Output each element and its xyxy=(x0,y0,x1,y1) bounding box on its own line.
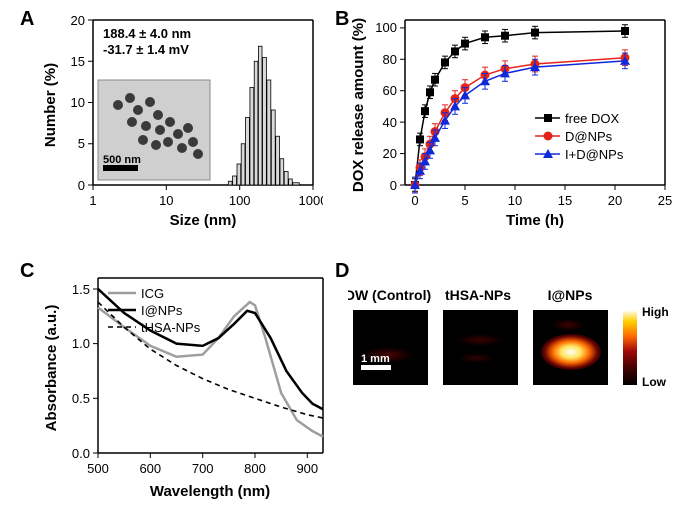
svg-text:I@NPs: I@NPs xyxy=(141,303,183,318)
svg-text:free DOX: free DOX xyxy=(565,111,620,126)
svg-text:D@NPs: D@NPs xyxy=(565,129,613,144)
svg-text:25: 25 xyxy=(658,193,672,208)
svg-text:ICG: ICG xyxy=(141,286,164,301)
svg-text:1000: 1000 xyxy=(299,193,323,208)
panel-d-title-2: tHSA-NPs xyxy=(445,287,511,303)
panel-c-ylabel: Absorbance (a.u.) xyxy=(43,305,60,432)
svg-text:10: 10 xyxy=(159,193,173,208)
svg-text:0.5: 0.5 xyxy=(72,391,90,406)
panel-a-annot2: -31.7 ± 1.4 mV xyxy=(103,42,189,57)
panel-b-series xyxy=(410,25,630,193)
panel-d-figure: DW (Control) tHSA-NPs I@NPs 1 mm High Lo… xyxy=(348,280,678,480)
panel-b-ylabel: DOX release amount (%) xyxy=(350,18,367,192)
svg-text:1.0: 1.0 xyxy=(72,336,90,351)
svg-text:0: 0 xyxy=(390,178,397,193)
svg-text:60: 60 xyxy=(383,83,397,98)
panel-a-scalebar-label: 500 nm xyxy=(103,154,141,166)
panel-d-title-3: I@NPs xyxy=(548,287,593,303)
svg-text:40: 40 xyxy=(383,115,397,130)
svg-text:10: 10 xyxy=(508,193,522,208)
panel-b-legend: free DOX D@NPs I+D@NPs xyxy=(535,111,624,162)
svg-text:20: 20 xyxy=(608,193,622,208)
panel-a-chart: 0 5 10 15 20 1 10 100 1000 xyxy=(38,10,323,230)
panel-d-img-1: 1 mm xyxy=(353,310,428,385)
panel-b-chart: 0 20 40 60 80 100 0 5 10 15 20 25 free D… xyxy=(345,10,675,230)
panel-a-label: A xyxy=(20,8,34,31)
panel-b-xlabel: Time (h) xyxy=(506,212,564,229)
svg-text:1: 1 xyxy=(89,193,96,208)
svg-text:15: 15 xyxy=(558,193,572,208)
svg-text:900: 900 xyxy=(296,461,318,476)
svg-text:600: 600 xyxy=(139,461,161,476)
svg-text:tHSA-NPs: tHSA-NPs xyxy=(141,320,201,335)
panel-d-colorbar-high: High xyxy=(642,305,669,319)
svg-text:0: 0 xyxy=(78,178,85,193)
panel-a-ylabel: Number (%) xyxy=(42,63,59,147)
svg-text:100: 100 xyxy=(375,20,397,35)
svg-text:700: 700 xyxy=(192,461,214,476)
svg-text:800: 800 xyxy=(244,461,266,476)
svg-text:20: 20 xyxy=(71,13,85,28)
svg-text:100: 100 xyxy=(229,193,251,208)
svg-text:20: 20 xyxy=(383,146,397,161)
panel-c-xlabel: Wavelength (nm) xyxy=(150,483,270,500)
svg-text:15: 15 xyxy=(71,54,85,69)
svg-text:0: 0 xyxy=(411,193,418,208)
panel-a-xlabel: Size (nm) xyxy=(170,212,237,229)
panel-d-colorbar xyxy=(623,310,637,385)
panel-a-inset: 500 nm xyxy=(98,80,210,180)
svg-text:I+D@NPs: I+D@NPs xyxy=(565,147,624,162)
panel-d-img-3 xyxy=(533,310,608,385)
svg-text:5: 5 xyxy=(461,193,468,208)
panel-d-img-2 xyxy=(443,310,518,385)
svg-text:80: 80 xyxy=(383,52,397,67)
panel-a-annot1: 188.4 ± 4.0 nm xyxy=(103,26,191,41)
svg-text:500: 500 xyxy=(87,461,109,476)
svg-text:1.5: 1.5 xyxy=(72,282,90,297)
panel-d-title-1: DW (Control) xyxy=(348,287,431,303)
panel-d-scalebar-label: 1 mm xyxy=(361,353,390,365)
panel-c-legend: ICG I@NPs tHSA-NPs xyxy=(108,286,201,335)
svg-text:0.0: 0.0 xyxy=(72,446,90,461)
panel-d-colorbar-low: Low xyxy=(642,375,667,389)
panel-a-bars xyxy=(228,46,299,185)
panel-c-label: C xyxy=(20,260,34,283)
panel-c-chart: 0.0 0.5 1.0 1.5 500 600 700 800 900 ICG … xyxy=(38,268,333,503)
svg-text:5: 5 xyxy=(78,136,85,151)
svg-text:10: 10 xyxy=(71,95,85,110)
